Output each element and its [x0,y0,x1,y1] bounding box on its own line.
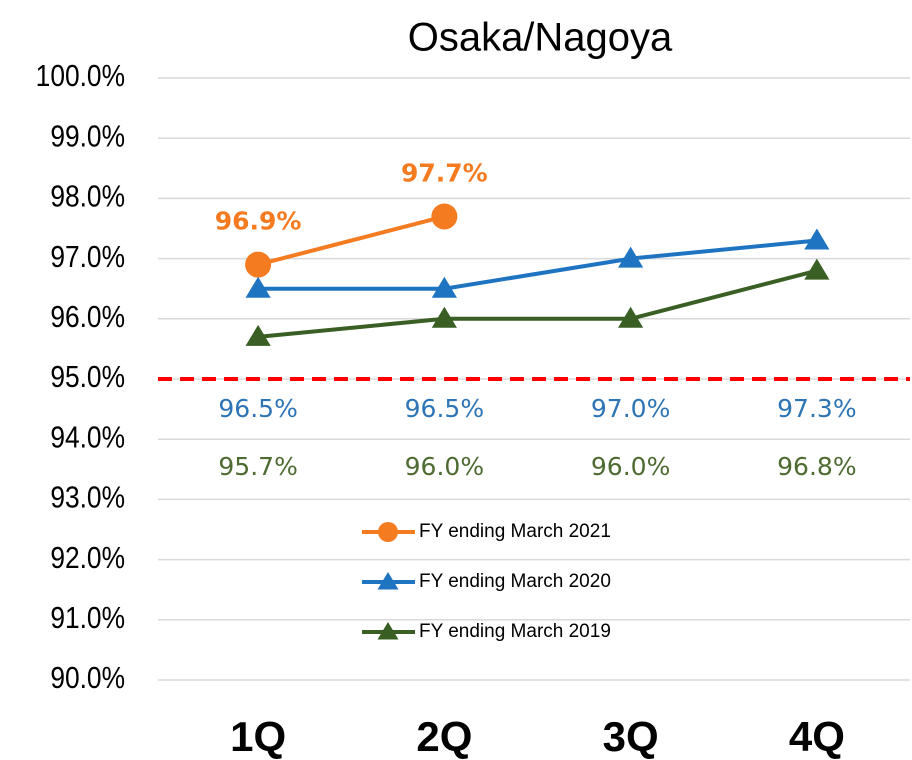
x-tick-label: 1Q [230,713,286,760]
y-tick-label: 96.0% [50,300,125,334]
data-label: 97.0% [591,394,670,423]
y-tick-label: 95.0% [50,360,125,394]
legend-marker [377,622,399,640]
data-label: 96.8% [777,452,856,481]
legend-label: FY ending March 2020 [419,571,611,592]
y-tick-label: 99.0% [50,119,125,153]
series-line [258,238,818,291]
legend-marker [377,572,399,590]
y-tick-label: 94.0% [50,420,125,454]
data-label: 95.7% [218,452,297,481]
data-label: 97.7% [401,158,488,187]
y-tick-label: 98.0% [50,180,125,214]
y-tick-label: 90.0% [50,661,125,695]
marker [245,251,272,278]
y-tick-label: 93.0% [50,481,125,515]
y-tick-label: 91.0% [50,601,125,635]
marker [804,258,830,280]
legend-label: FY ending March 2021 [419,521,611,542]
marker [431,203,458,230]
data-label: 96.0% [591,452,670,481]
series-line [257,214,445,267]
data-label: 97.3% [777,394,856,423]
data-label: 96.0% [405,452,484,481]
marker [618,246,644,268]
x-tick-label: 2Q [416,713,472,760]
marker [245,324,271,346]
y-tick-label: 100.0% [36,59,125,93]
marker [431,306,457,328]
x-tick-label: 3Q [603,713,659,760]
legend-label: FY ending March 2019 [419,621,611,642]
marker [804,228,830,250]
y-tick-label: 97.0% [50,240,125,274]
data-label: 96.5% [405,394,484,423]
y-tick-label: 92.0% [50,541,125,575]
legend-marker [378,522,398,542]
chart-title: Osaka/Nagoya [408,16,673,60]
marker [431,276,457,298]
marker [618,306,644,328]
series-line [257,268,818,339]
x-tick-label: 4Q [789,713,845,760]
marker [245,276,271,298]
data-label: 96.9% [215,207,302,236]
data-label: 96.5% [218,394,297,423]
